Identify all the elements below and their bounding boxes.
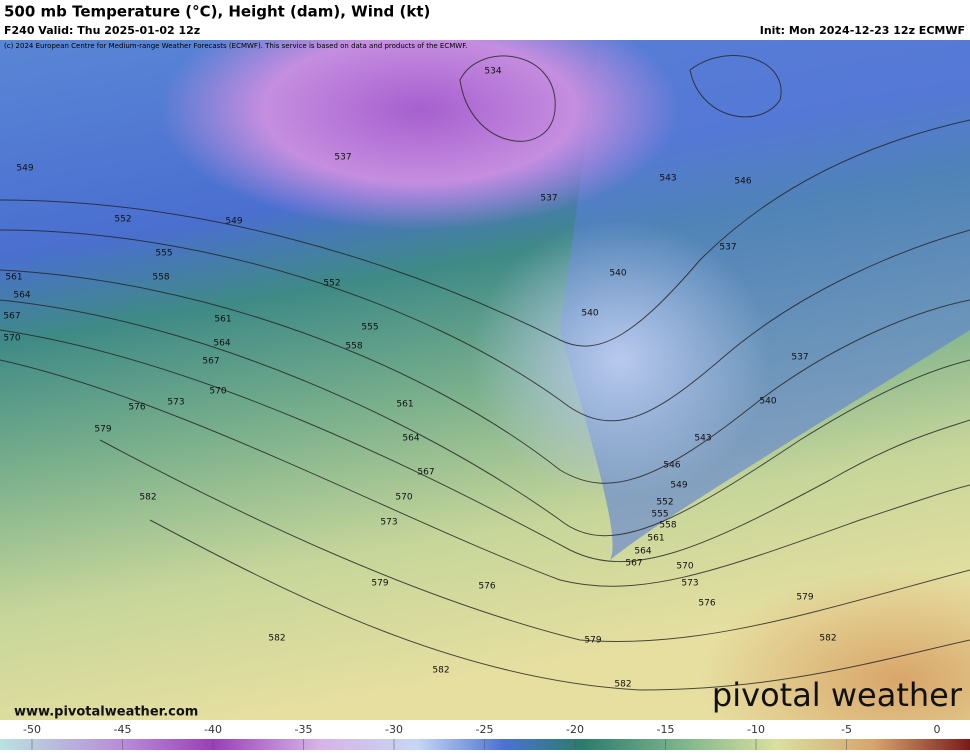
colorbar-ticks: -50 -45 -40 -35 -30 -25 -20 -15 -10 -5 0 xyxy=(23,723,941,750)
contour-label: 555 xyxy=(361,323,378,333)
contour-label: 582 xyxy=(268,634,285,644)
contour-label: 564 xyxy=(213,339,230,349)
contour-label: 573 xyxy=(681,579,698,589)
contour-label: 582 xyxy=(819,634,836,644)
contour-label: 579 xyxy=(94,425,111,435)
contour-label: 558 xyxy=(345,342,362,352)
copyright: (c) 2024 European Centre for Medium-rang… xyxy=(4,42,467,50)
contour-label: 543 xyxy=(659,174,676,184)
contour-label: 540 xyxy=(609,269,626,279)
colorbar-tick-label: -30 xyxy=(385,723,403,736)
contour-label: 567 xyxy=(625,559,642,569)
contour-label: 546 xyxy=(734,177,751,187)
height-contours xyxy=(0,55,970,691)
contour-label: 549 xyxy=(225,217,242,227)
contour-label: 573 xyxy=(167,398,184,408)
colorbar-tick-label: -20 xyxy=(566,723,584,736)
website: www.pivotalweather.com xyxy=(14,705,198,720)
colorbar-tick-label: -50 xyxy=(23,723,41,736)
contour-label: 576 xyxy=(128,403,145,413)
brand: pivotal weather xyxy=(712,676,963,714)
contour-label: 570 xyxy=(395,493,412,503)
contour-label: 567 xyxy=(202,357,219,367)
contour-label: 564 xyxy=(13,291,30,301)
contour-label: 537 xyxy=(719,243,736,253)
contour-label: 537 xyxy=(540,194,557,204)
contour-label: 567 xyxy=(417,468,434,478)
contour-label: 576 xyxy=(698,599,715,609)
colorbar-tick-label: -15 xyxy=(657,723,675,736)
contour-label: 573 xyxy=(380,518,397,528)
colorbar-tick-label: -10 xyxy=(747,723,765,736)
warm-region xyxy=(700,570,970,754)
colorbar-tick-label: 0 xyxy=(934,723,941,736)
contour-label: 552 xyxy=(656,498,673,508)
contour-label: 570 xyxy=(676,562,693,572)
contour-label: 561 xyxy=(214,315,231,325)
init-time: Init: Mon 2024-12-23 12z ECMWF xyxy=(760,24,965,37)
contour-label: 546 xyxy=(663,461,680,471)
contour-label: 558 xyxy=(152,273,169,283)
contour-labels: 534 537 537 537 537 540 540 540 543 543 546 546 549 5… xyxy=(3,67,836,690)
cold-pool xyxy=(160,0,680,230)
colorbar-tick-label: -40 xyxy=(204,723,222,736)
contour-label: 570 xyxy=(209,387,226,397)
contour-label: 564 xyxy=(402,434,419,444)
contour-label: 543 xyxy=(694,434,711,444)
header-bg xyxy=(0,0,970,40)
valid-time: F240 Valid: Thu 2025-01-02 12z xyxy=(4,24,200,37)
contour-label: 567 xyxy=(3,312,20,322)
contour-label: 576 xyxy=(478,582,495,592)
contour-label: 579 xyxy=(371,579,388,589)
contour-label: 582 xyxy=(432,666,449,676)
contour-label: 537 xyxy=(334,153,351,163)
contour-label: 570 xyxy=(3,334,20,344)
contour-label: 552 xyxy=(114,215,131,225)
contour-label: 540 xyxy=(759,397,776,407)
contour-label: 579 xyxy=(584,636,601,646)
contour-label: 552 xyxy=(323,279,340,289)
colorbar-tick-label: -45 xyxy=(114,723,132,736)
colorbar-tick-label: -5 xyxy=(841,723,852,736)
contour-label: 564 xyxy=(634,547,651,557)
contour-label: 549 xyxy=(16,164,33,174)
contour-label: 540 xyxy=(581,309,598,319)
contour-label: 558 xyxy=(659,521,676,531)
contour-label: 561 xyxy=(5,273,22,283)
contour-label: 555 xyxy=(155,249,172,259)
title: 500 mb Temperature (°C), Height (dam), W… xyxy=(4,3,430,21)
contour-label: 534 xyxy=(484,67,501,77)
colorbar-tick-label: -25 xyxy=(476,723,494,736)
contour-label: 549 xyxy=(670,481,687,491)
contour-label: 555 xyxy=(651,510,668,520)
contour-label: 537 xyxy=(791,353,808,363)
colorbar xyxy=(0,739,970,750)
contour-label: 561 xyxy=(647,534,664,544)
colorbar-tick-label: -35 xyxy=(295,723,313,736)
contour-label: 579 xyxy=(796,593,813,603)
contour-label: 582 xyxy=(614,680,631,690)
contour-label: 582 xyxy=(139,493,156,503)
trough-shading xyxy=(470,220,770,500)
contour-label: 561 xyxy=(396,400,413,410)
